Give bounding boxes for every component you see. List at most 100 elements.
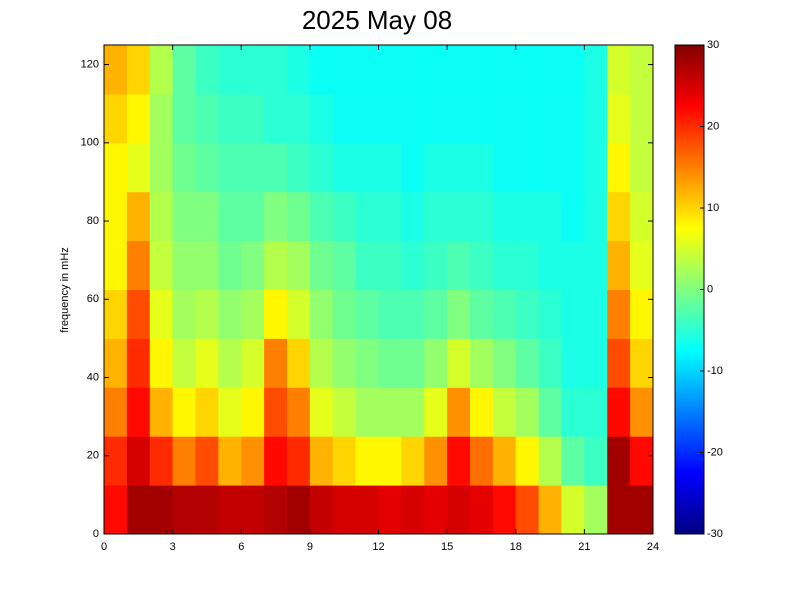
x-tick-label: 0	[101, 541, 107, 553]
heat-cell	[470, 289, 494, 339]
heat-cell	[264, 191, 288, 242]
heat-cell	[538, 45, 562, 95]
heat-cell	[172, 191, 196, 242]
heat-cell	[241, 142, 265, 193]
heat-cell	[470, 93, 494, 144]
heat-cell	[378, 338, 402, 388]
heat-cell	[126, 240, 151, 290]
y-tick-label: 100	[81, 137, 99, 149]
heat-cell	[378, 289, 402, 339]
heat-cell	[607, 142, 631, 193]
heat-cell	[126, 45, 151, 95]
colorbar-tick-label: -30	[707, 528, 723, 540]
heat-cell	[584, 485, 608, 535]
x-tick-label: 12	[372, 541, 384, 553]
heat-cell	[355, 436, 379, 486]
heat-cell	[218, 485, 242, 535]
heat-cell	[104, 338, 128, 388]
heat-cell	[538, 142, 562, 193]
heat-cell	[630, 289, 654, 339]
heat-cell	[218, 289, 242, 339]
heat-cell	[401, 436, 425, 486]
heat-cell	[401, 191, 425, 242]
heat-cell	[424, 289, 448, 339]
heat-cell	[195, 289, 219, 339]
heat-cell	[447, 289, 471, 339]
x-tick-label: 6	[238, 541, 244, 553]
heat-cell	[424, 338, 448, 388]
heat-cell	[218, 387, 242, 437]
heat-cell	[401, 142, 425, 193]
heat-cell	[241, 240, 265, 290]
heat-cell	[264, 45, 288, 95]
heat-cell	[607, 289, 631, 339]
heat-cell	[515, 93, 540, 144]
heat-cell	[126, 485, 151, 535]
heat-cell	[264, 240, 288, 290]
heat-cell	[195, 142, 219, 193]
heat-cell	[172, 93, 196, 144]
heat-cell	[378, 93, 402, 144]
heat-cell	[424, 45, 448, 95]
heat-cell	[332, 485, 357, 535]
heat-cell	[378, 191, 402, 242]
heat-cell	[287, 45, 311, 95]
heat-cell	[561, 142, 585, 193]
heat-cell	[104, 436, 128, 486]
heat-cell	[264, 485, 288, 535]
heat-cell	[607, 436, 631, 486]
heat-cell	[218, 240, 242, 290]
heat-cell	[264, 338, 288, 388]
heat-cell	[264, 93, 288, 144]
heat-cell	[515, 338, 540, 388]
heat-cell	[561, 387, 585, 437]
x-tick-label: 21	[578, 541, 590, 553]
heat-cell	[104, 387, 128, 437]
heat-cell	[149, 289, 174, 339]
heat-cell	[492, 387, 517, 437]
heat-cell	[447, 142, 471, 193]
heat-cell	[195, 240, 219, 290]
heat-cell	[264, 387, 288, 437]
heat-cell	[241, 45, 265, 95]
heat-cell	[287, 191, 311, 242]
heat-cell	[195, 387, 219, 437]
heat-cell	[172, 436, 196, 486]
heat-cell	[447, 436, 471, 486]
heat-cell	[630, 93, 654, 144]
heat-cell	[104, 191, 128, 242]
heat-cell	[607, 45, 631, 95]
heat-cell	[538, 387, 562, 437]
heat-cell	[447, 240, 471, 290]
heat-cell	[584, 142, 608, 193]
heat-cell	[104, 289, 128, 339]
heat-cell	[241, 289, 265, 339]
heat-cell	[355, 485, 379, 535]
heat-cell	[470, 338, 494, 388]
heat-cell	[355, 93, 379, 144]
colorbar-tick-label: 10	[707, 202, 719, 214]
heat-cell	[607, 387, 631, 437]
heat-cell	[515, 45, 540, 95]
heat-cell	[378, 240, 402, 290]
heat-cell	[447, 93, 471, 144]
heat-cell	[218, 142, 242, 193]
heat-cell	[470, 240, 494, 290]
y-axis-label: frequency in mHz	[59, 247, 71, 333]
heat-cell	[561, 45, 585, 95]
heat-cell	[241, 436, 265, 486]
heat-cell	[630, 436, 654, 486]
heat-cell	[584, 240, 608, 290]
heat-cell	[126, 191, 151, 242]
heat-cell	[332, 142, 357, 193]
colorbar-tick-label: 0	[707, 283, 713, 295]
y-tick-label: 80	[87, 215, 99, 227]
heat-cell	[309, 142, 334, 193]
heat-cell	[126, 289, 151, 339]
heat-cell	[561, 338, 585, 388]
heat-cell	[492, 485, 517, 535]
heat-cell	[309, 387, 334, 437]
colorbar-tick-label: 20	[707, 120, 719, 132]
heat-cell	[149, 387, 174, 437]
